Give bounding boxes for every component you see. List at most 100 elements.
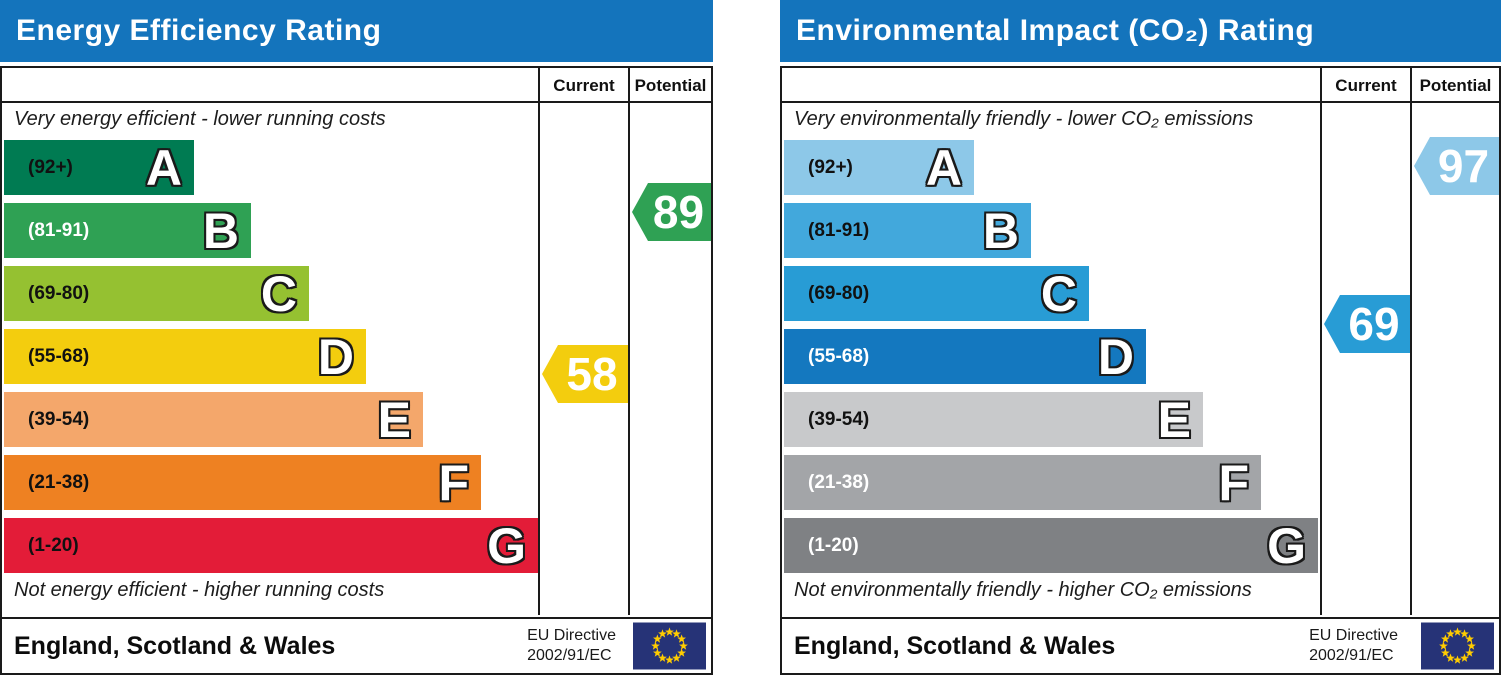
eu-star-icon xyxy=(1446,629,1455,638)
band-range-label: (39-54) xyxy=(28,408,90,430)
band-letter: G xyxy=(487,517,526,574)
rating-band-a: (92+) A xyxy=(784,140,974,195)
rating-band-c: (69-80) C xyxy=(4,266,309,321)
eu-star-icon xyxy=(1441,634,1450,643)
eu-directive-label: EU Directive 2002/91/EC xyxy=(527,627,616,664)
rating-bands: (92+) A (81-91) B (69-80) C (55-68) D (39-54) E (2… xyxy=(784,140,1318,581)
eu-star-icon xyxy=(672,653,681,662)
band-letter: F xyxy=(438,454,469,511)
energy-panel-title: Energy Efficiency Rating xyxy=(0,0,713,62)
current-rating-arrow: 69 xyxy=(1324,295,1410,353)
potential-rating-arrow: 97 xyxy=(1414,137,1499,195)
eu-star-icon xyxy=(665,655,674,664)
potential-column: Potential 89 xyxy=(628,68,711,615)
band-range-label: (81-91) xyxy=(808,219,870,241)
eu-star-icon xyxy=(1460,629,1469,638)
rating-band-b: (81-91) B xyxy=(4,203,251,258)
eu-star-icon xyxy=(1453,627,1462,636)
current-column: Current 69 xyxy=(1320,68,1410,615)
eu-star-icon xyxy=(677,634,686,643)
band-range-label: (55-68) xyxy=(808,345,870,367)
band-letter: B xyxy=(202,202,239,259)
band-letter: E xyxy=(377,391,411,448)
band-range-label: (21-38) xyxy=(28,471,90,493)
environmental-impact-panel: Environmental Impact (CO₂) Rating Very e… xyxy=(780,0,1501,675)
band-letter: C xyxy=(260,265,297,322)
potential-column: Potential 97 xyxy=(1410,68,1499,615)
rating-band-c: (69-80) C xyxy=(784,266,1089,321)
eu-star-icon xyxy=(1453,655,1462,664)
band-range-label: (55-68) xyxy=(28,345,90,367)
band-letter: A xyxy=(145,139,182,196)
eu-directive-label: EU Directive 2002/91/EC xyxy=(1309,627,1398,664)
co2-rating-body: Very environmentally friendly - lower CO… xyxy=(782,68,1499,615)
band-range-label: (92+) xyxy=(28,156,73,178)
rating-band-e: (39-54) E xyxy=(784,392,1203,447)
region-label: England, Scotland & Wales xyxy=(794,631,1116,660)
current-column-header: Current xyxy=(1335,75,1397,95)
eu-flag-icon xyxy=(1421,622,1494,670)
bottom-caption: Not environmentally friendly - higher CO… xyxy=(794,579,1252,601)
band-range-label: (69-80) xyxy=(808,282,870,304)
eu-star-icon xyxy=(677,648,686,657)
band-letter: F xyxy=(1218,454,1249,511)
eu-star-icon xyxy=(651,641,660,650)
band-range-label: (69-80) xyxy=(28,282,90,304)
band-range-label: (81-91) xyxy=(28,219,90,241)
energy-rating-table: Very energy efficient - lower running co… xyxy=(0,66,713,675)
rating-band-f: (21-38) F xyxy=(784,455,1261,510)
band-letter: G xyxy=(1267,517,1306,574)
eu-star-icon xyxy=(1465,634,1474,643)
eu-star-icon xyxy=(658,653,667,662)
header-row-divider xyxy=(2,68,711,103)
energy-rating-body: Very energy efficient - lower running co… xyxy=(2,68,711,615)
rating-band-g: (1-20) G xyxy=(4,518,538,573)
band-letter: D xyxy=(1097,328,1134,385)
eu-star-icon xyxy=(1467,641,1476,650)
top-caption: Very environmentally friendly - lower CO… xyxy=(794,108,1254,130)
potential-column-header: Potential xyxy=(634,75,707,95)
rating-band-d: (55-68) D xyxy=(4,329,366,384)
rating-band-b: (81-91) B xyxy=(784,203,1031,258)
band-range-label: (1-20) xyxy=(808,534,859,556)
bottom-caption: Not energy efficient - higher running co… xyxy=(14,579,385,601)
current-rating-arrow: 58 xyxy=(542,345,628,403)
eu-star-icon xyxy=(658,629,667,638)
potential-column-header: Potential xyxy=(1419,75,1492,95)
energy-efficiency-panel: Energy Efficiency Rating Very energy eff… xyxy=(0,0,713,675)
co2-rating-table: Very environmentally friendly - lower CO… xyxy=(780,66,1501,675)
co2-panel-title: Environmental Impact (CO₂) Rating xyxy=(780,0,1501,62)
rating-band-g: (1-20) G xyxy=(784,518,1318,573)
eu-star-icon xyxy=(1465,648,1474,657)
energy-panel-footer: England, Scotland & Wales EU Directive 2… xyxy=(2,617,711,673)
eu-star-icon xyxy=(679,641,688,650)
band-letter: E xyxy=(1157,391,1191,448)
eu-star-icon xyxy=(672,629,681,638)
current-column-header: Current xyxy=(553,75,615,95)
band-letter: B xyxy=(982,202,1019,259)
rating-band-f: (21-38) F xyxy=(4,455,481,510)
band-range-label: (1-20) xyxy=(28,534,79,556)
eu-star-icon xyxy=(1441,648,1450,657)
band-range-label: (21-38) xyxy=(808,471,870,493)
band-letter: C xyxy=(1040,265,1077,322)
eu-star-icon xyxy=(653,634,662,643)
eu-star-icon xyxy=(1460,653,1469,662)
band-letter: A xyxy=(925,139,962,196)
rating-band-d: (55-68) D xyxy=(784,329,1146,384)
region-label: England, Scotland & Wales xyxy=(14,631,336,660)
header-row-divider xyxy=(782,68,1499,103)
rating-band-e: (39-54) E xyxy=(4,392,423,447)
eu-star-icon xyxy=(665,627,674,636)
potential-rating-arrow: 89 xyxy=(632,183,711,241)
current-column: Current 58 xyxy=(538,68,628,615)
rating-bands: (92+) A (81-91) B (69-80) C (55-68) D (39-54) E (2… xyxy=(4,140,538,581)
eu-star-icon xyxy=(1439,641,1448,650)
top-caption: Very energy efficient - lower running co… xyxy=(14,108,386,130)
co2-panel-footer: England, Scotland & Wales EU Directive 2… xyxy=(782,617,1499,673)
band-letter: D xyxy=(317,328,354,385)
eu-star-icon xyxy=(653,648,662,657)
eu-star-icon xyxy=(1446,653,1455,662)
rating-band-a: (92+) A xyxy=(4,140,194,195)
